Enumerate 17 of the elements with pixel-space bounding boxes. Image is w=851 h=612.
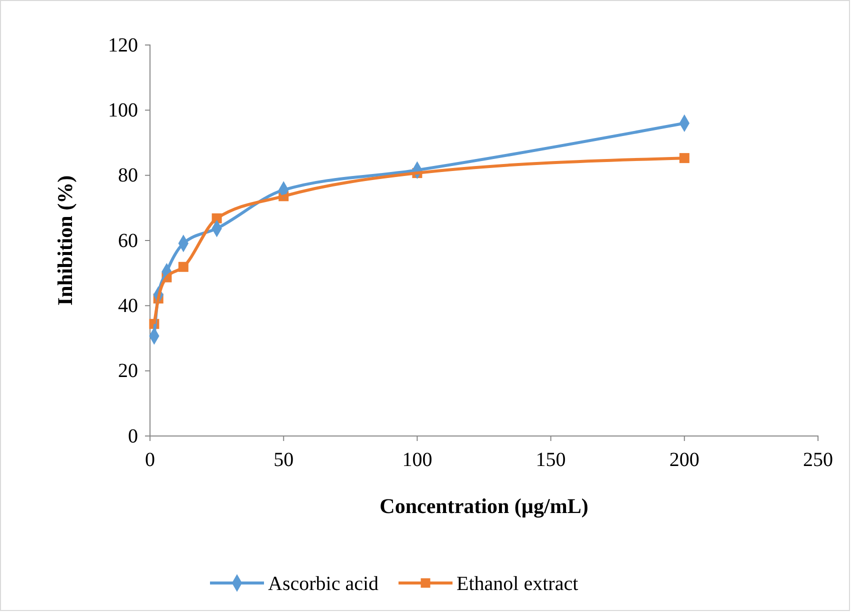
y-tick-label: 20 [118,360,138,382]
x-tick-label: 0 [145,449,155,471]
x-axis-title: Concentration (µg/mL) [380,494,588,518]
x-tick-label: 100 [402,449,432,471]
y-tick-label: 120 [108,34,138,56]
x-tick-label: 200 [669,449,700,471]
legend-label: Ethanol extract [456,573,579,595]
y-tick-label: 0 [128,425,138,448]
y-axis-title: Inhibition (%) [53,175,77,306]
x-tick-label: 50 [274,449,294,471]
legend-label: Ascorbic acid [268,573,379,595]
y-tick-label: 60 [118,230,138,252]
x-tick-label: 250 [803,449,833,471]
y-tick-label: 100 [108,100,138,122]
x-tick-label: 150 [536,449,566,471]
y-tick-label: 80 [118,164,138,187]
y-tick-label: 40 [118,295,138,318]
